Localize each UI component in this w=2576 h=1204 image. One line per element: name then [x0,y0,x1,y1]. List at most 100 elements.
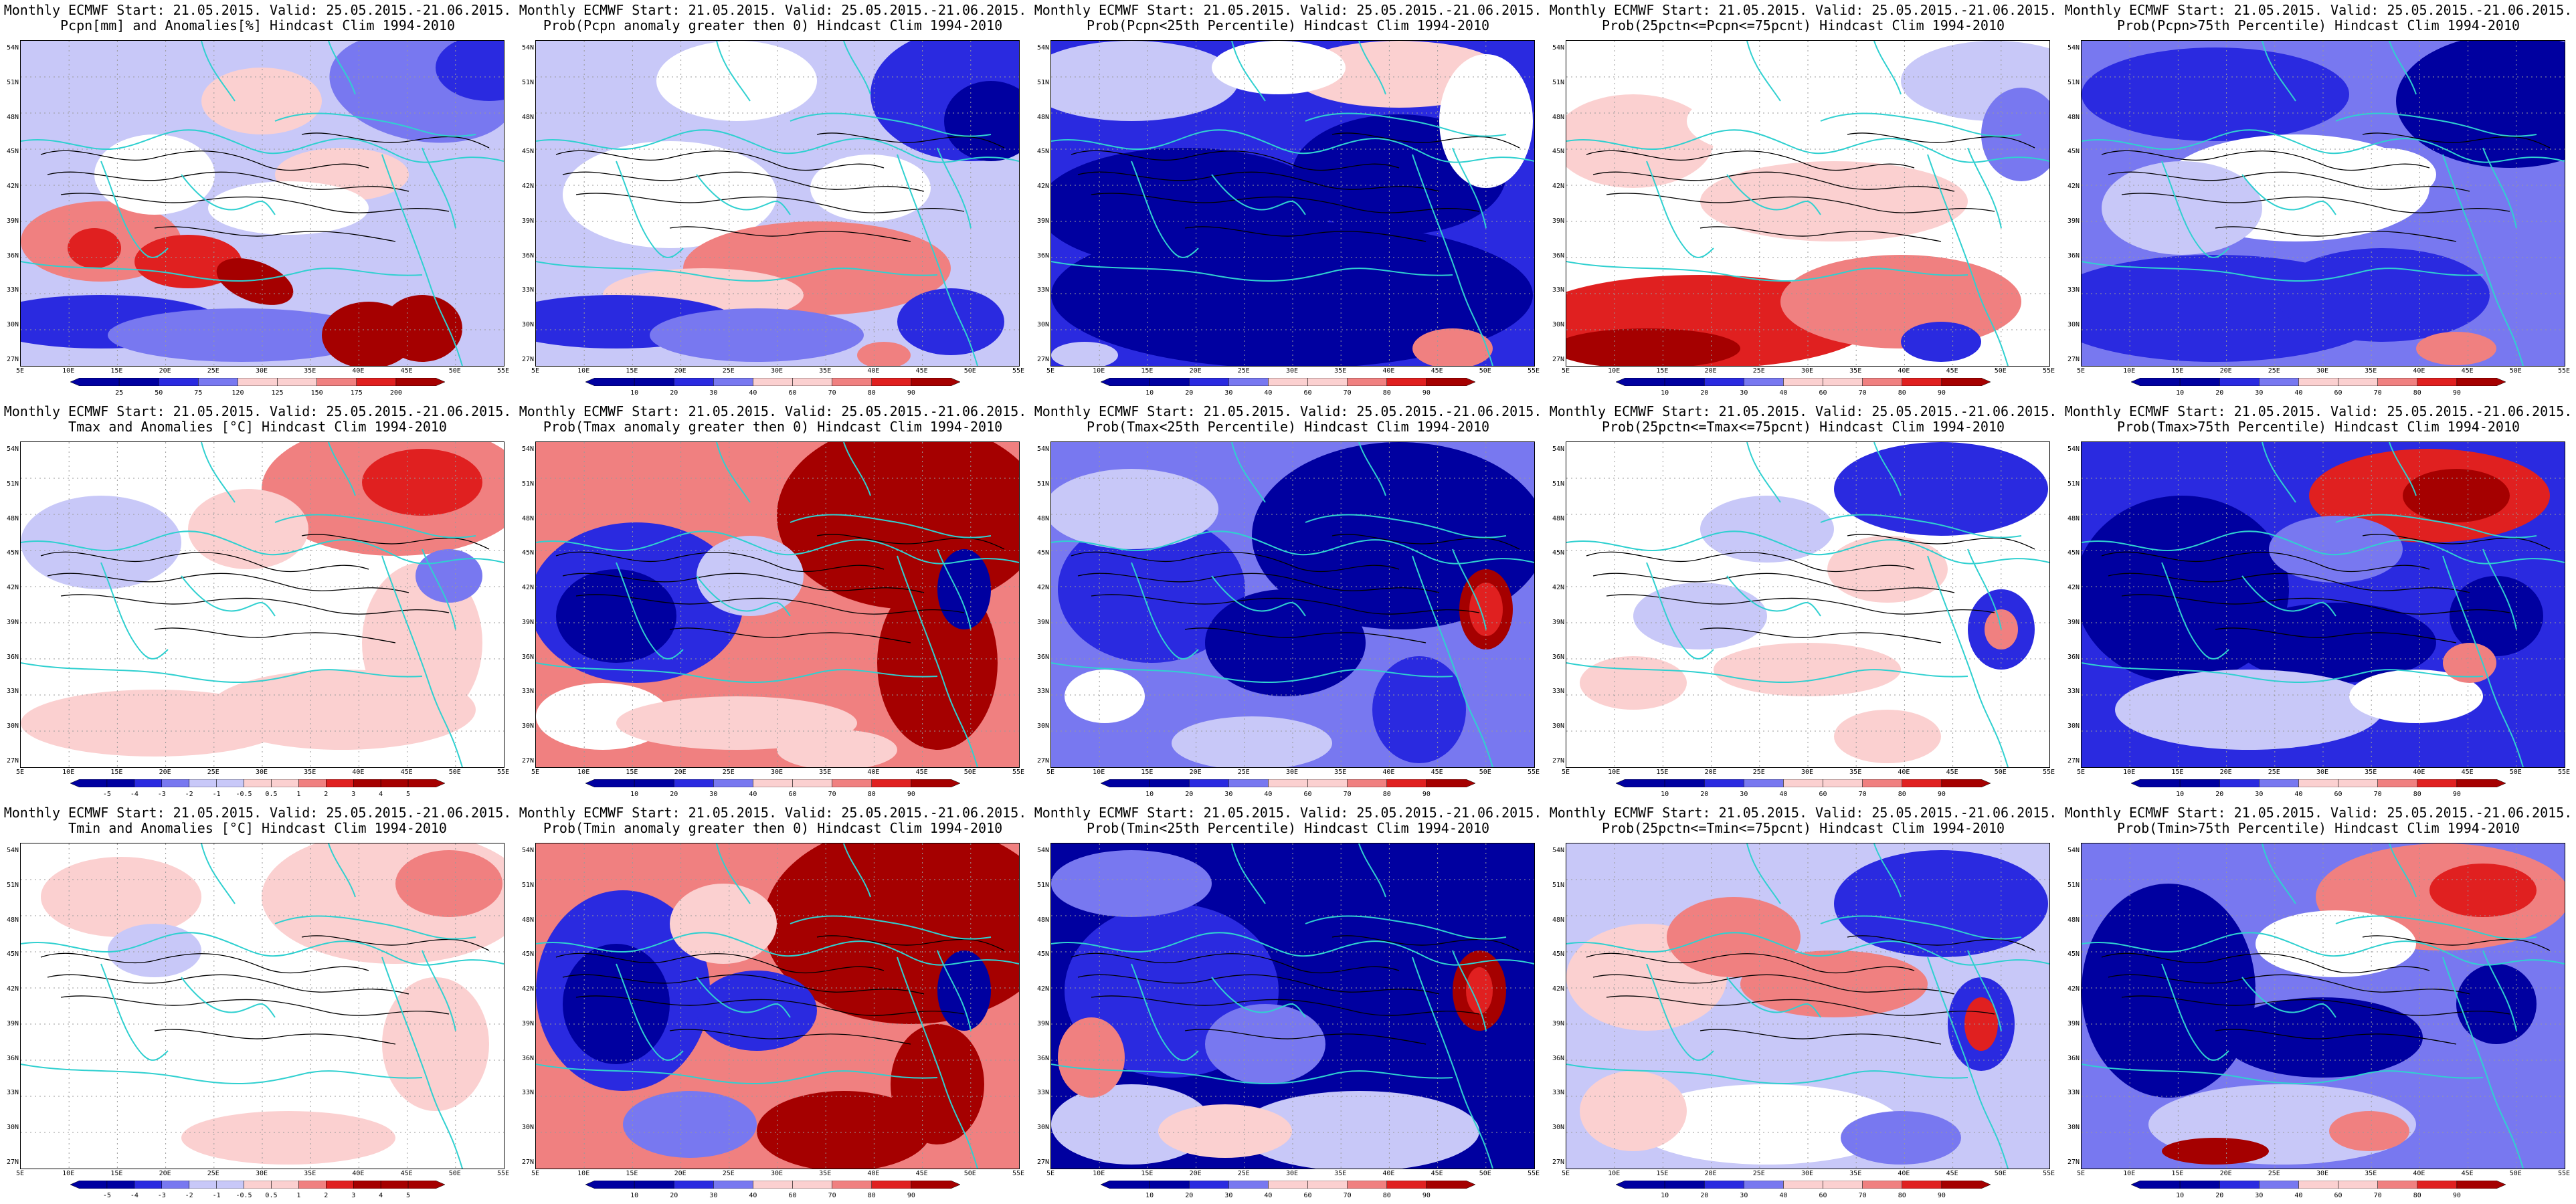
longitude-label: 55E [1527,367,1540,375]
colorbar-segment [1307,779,1348,787]
colorbar-label: 10 [630,389,639,397]
latitude-label: 33N [1552,286,1564,294]
shaded-region [1158,1104,1292,1158]
latitude-label: 42N [2067,183,2080,191]
colorbar-segment [634,1181,674,1189]
longitude-label: 10E [577,769,590,776]
colorbar-label: 10 [2176,389,2185,397]
colorbar-segment [1616,779,1665,787]
colorbar-segment [298,779,327,787]
colorbar-segment [1347,1181,1388,1189]
coastline [1051,129,1534,163]
colorbar-label: 30 [2255,1192,2264,1199]
latitude-label: 39N [521,217,534,225]
longitude-label: 55E [1012,367,1025,375]
coastline [1051,530,1534,565]
colorbar-segment [298,1181,327,1189]
map-field-svg [21,843,504,1169]
panel-title-line2: Prob(Tmin<25th Percentile) Hindcast Clim… [1086,820,1490,836]
colorbar-label: 60 [2334,389,2342,397]
longitude-label: 15E [2171,1170,2184,1177]
coastline [1927,154,2009,366]
longitude-label: 50E [448,1170,461,1177]
colorbar-label: 40 [749,791,757,798]
colorbar [1616,779,1991,787]
contour-line [669,1029,911,1045]
longitude-label: 30E [2316,1170,2329,1177]
panel-title: Monthly ECMWF Start: 21.05.2015. Valid: … [1030,805,1546,836]
colorbar-label: 30 [1740,389,1748,397]
coastline [1051,261,1453,282]
shaded-region [94,134,215,215]
shaded-region [216,258,294,305]
shaded-region [382,977,489,1111]
panel-title: Monthly ECMWF Start: 21.05.2015. Valid: … [2061,404,2576,435]
longitude-label: 20E [1189,769,1202,776]
panel-title-line2: Prob(Tmax>75th Percentile) Hindcast Clim… [2116,419,2520,435]
colorbar-segment [1386,1181,1427,1189]
colorbar-label: 60 [2334,791,2342,798]
latitude-label: 39N [2067,1019,2080,1027]
map-panel-tmin-prob-lt25: Monthly ECMWF Start: 21.05.2015. Valid: … [1030,803,1546,1204]
latitude-label: 27N [1036,757,1049,765]
colorbar-segment [832,779,872,787]
colorbar [1616,378,1991,386]
coastline [100,562,169,660]
longitude-label: 35E [819,1170,832,1177]
shaded-region [134,235,242,288]
longitude-label: 40E [352,367,365,375]
colorbar-label: 2 [324,791,329,798]
coastline [422,548,456,630]
coastline [2161,562,2229,660]
longitude-label: 5E [531,1170,540,1177]
contour-line [1847,534,2035,550]
colorbar-svg [2131,1181,2506,1189]
latitude-label: 36N [6,653,19,661]
map-area [535,441,1020,768]
colorbar-label: 70 [1343,389,1352,397]
colorbar-label: -3 [157,1192,166,1199]
coastline [1131,161,1199,258]
panel-title: Monthly ECMWF Start: 21.05.2015. Valid: … [0,404,515,435]
colorbar-segment [1386,779,1427,787]
panel-title-line1: Monthly ECMWF Start: 21.05.2015. Valid: … [519,2,1027,18]
coastline [1566,662,1968,684]
shaded-region [2443,643,2496,683]
coastline [1566,932,2049,966]
shaded-region [21,496,181,589]
coastline [2482,147,2517,229]
colorbar-label: 70 [2373,791,2382,798]
latitude-label: 45N [2067,950,2080,959]
colorbar-label: 2 [324,1192,329,1199]
shaded-region [1700,161,1968,241]
latitude-label: 51N [1552,881,1564,889]
map-field-svg [1051,41,1534,366]
latitude-label: 42N [2067,584,2080,592]
longitude-label: 15E [1656,1170,1669,1177]
colorbar-segment [2456,1181,2506,1189]
latitude-label: 33N [6,286,19,294]
colorbar-segment [1101,378,1150,386]
longitude-label: 15E [1141,367,1154,375]
panel-title-line1: Monthly ECMWF Start: 21.05.2015. Valid: … [1549,2,2057,18]
longitude-label: 25E [722,1170,735,1177]
longitude-label: 40E [2413,769,2425,776]
coastline [2389,843,2417,898]
shaded-region [1580,656,1687,710]
longitude-label: 20E [1189,367,1202,375]
latitude-label: 39N [1036,618,1049,626]
longitude-label: 20E [674,1170,686,1177]
colorbar-label: 90 [1422,791,1431,798]
contour-line [1091,193,1480,213]
colorbar-segment [871,378,912,386]
colorbar-label: 5 [406,791,411,798]
shaded-region [1633,583,1767,649]
shaded-region [188,489,308,569]
longitude-label: 10E [2123,1170,2136,1177]
colorbar-label: 20 [2215,1192,2224,1199]
colorbar-segment [585,1181,635,1189]
colorbar-label: 50 [155,389,163,397]
coastline [1726,174,1821,215]
colorbar-segment [2298,779,2338,787]
longitude-label: 10E [1093,367,1105,375]
